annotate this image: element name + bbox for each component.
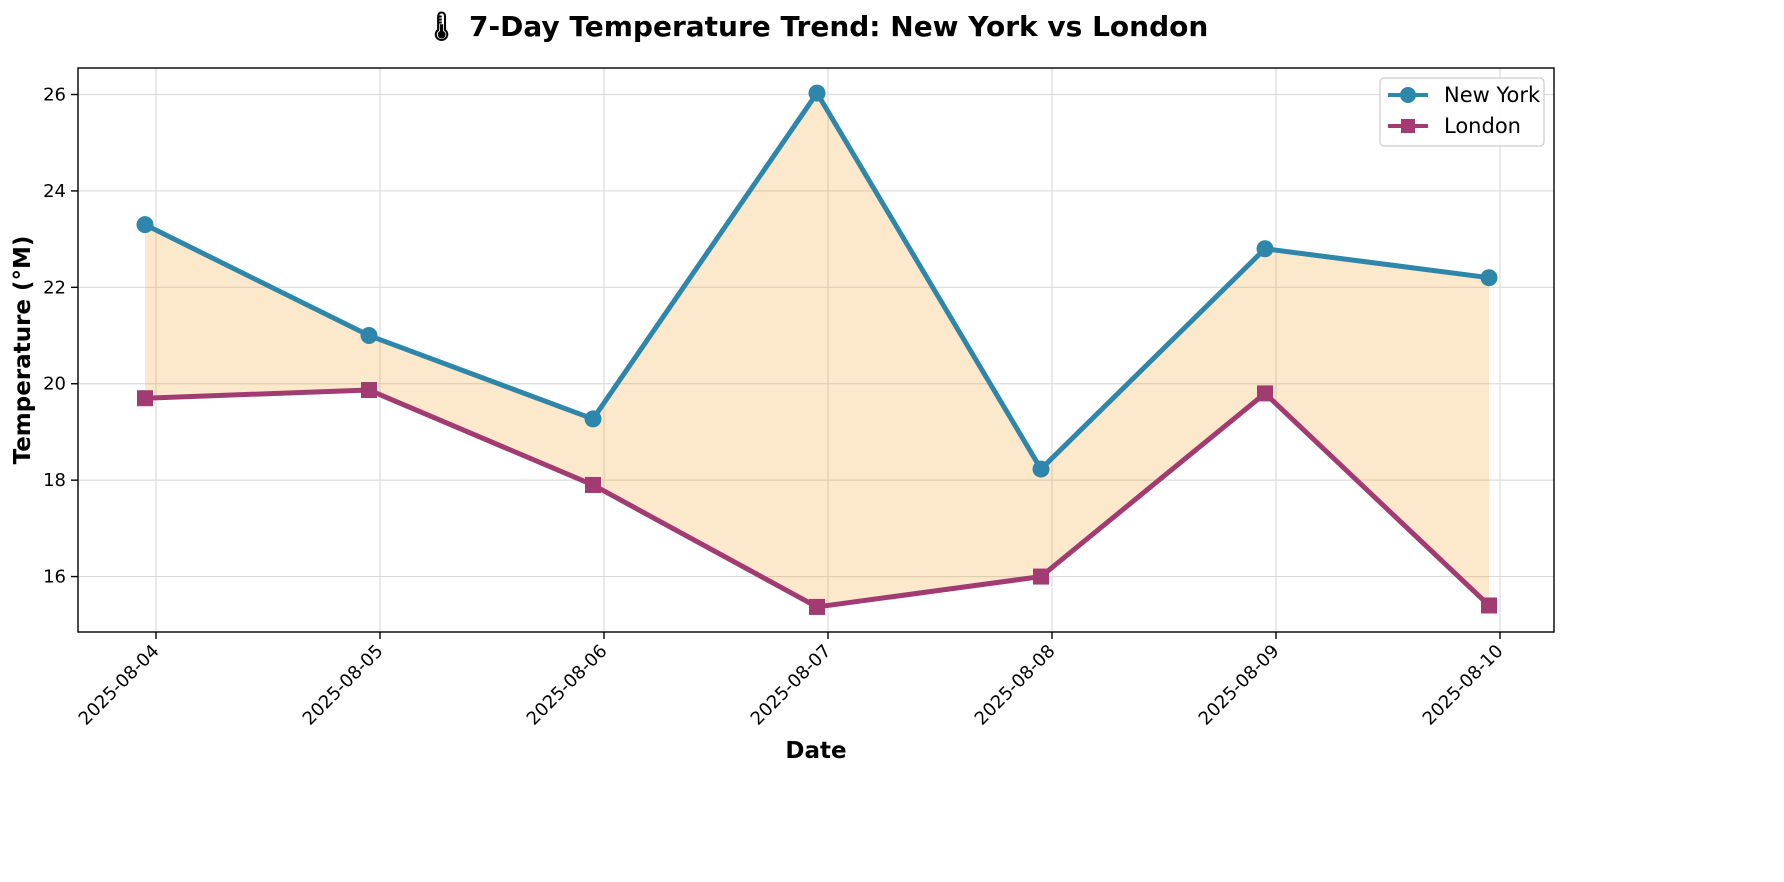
- data-point-new-york: [1032, 460, 1050, 478]
- data-point-london: [809, 598, 825, 615]
- data-point-new-york: [808, 84, 826, 102]
- data-point-london: [361, 382, 377, 399]
- y-tick-label: 22: [43, 277, 66, 298]
- data-point-new-york: [1256, 240, 1274, 258]
- plot-frame: [77, 67, 1555, 633]
- x-axis-ticks: 2025-08-04 2025-08-05 2025-08-06 2025-08-07…: [75, 632, 1508, 730]
- x-tick-label: 2025-08-10: [1419, 641, 1508, 730]
- fill-layer: [145, 93, 1489, 607]
- data-point-new-york: [136, 216, 154, 234]
- x-tick-label: 2025-08-05: [299, 641, 388, 730]
- y-axis-ticks: 16 18 20 22 24 26: [43, 85, 78, 588]
- y-tick-label: 16: [43, 567, 66, 588]
- y-axis-title: Temperature (°M): [10, 236, 36, 465]
- x-axis-title: Date: [785, 738, 846, 764]
- data-point-london: [585, 476, 601, 493]
- legend-marker-london: [1401, 119, 1415, 133]
- x-tick-label: 2025-08-08: [971, 641, 1060, 730]
- data-point-london: [1257, 385, 1273, 402]
- plot-area: [77, 67, 1555, 633]
- legend-marker-new-york: [1400, 87, 1416, 103]
- data-point-london: [1481, 597, 1497, 614]
- legend-label-new-york: New York: [1444, 83, 1541, 107]
- y-tick-label: 20: [43, 374, 66, 395]
- x-tick-label: 2025-08-07: [747, 641, 836, 730]
- x-tick-label: 2025-08-06: [523, 641, 612, 730]
- data-point-london: [1033, 568, 1049, 585]
- data-point-london: [137, 390, 153, 407]
- y-tick-label: 26: [43, 85, 66, 106]
- x-tick-label: 2025-08-09: [1195, 641, 1284, 730]
- difference-fill: [145, 93, 1489, 607]
- data-point-new-york: [1480, 269, 1498, 287]
- legend: New York London: [1379, 77, 1545, 147]
- legend-label-london: London: [1444, 114, 1521, 138]
- y-tick-label: 24: [43, 181, 66, 202]
- data-point-new-york: [360, 327, 378, 345]
- y-tick-label: 18: [43, 470, 66, 491]
- chart-title: 🌡 7-Day Temperature Trend: New York vs L…: [424, 10, 1209, 43]
- data-point-new-york: [584, 410, 602, 428]
- series-layer: [136, 84, 1498, 615]
- x-tick-label: 2025-08-04: [75, 641, 164, 730]
